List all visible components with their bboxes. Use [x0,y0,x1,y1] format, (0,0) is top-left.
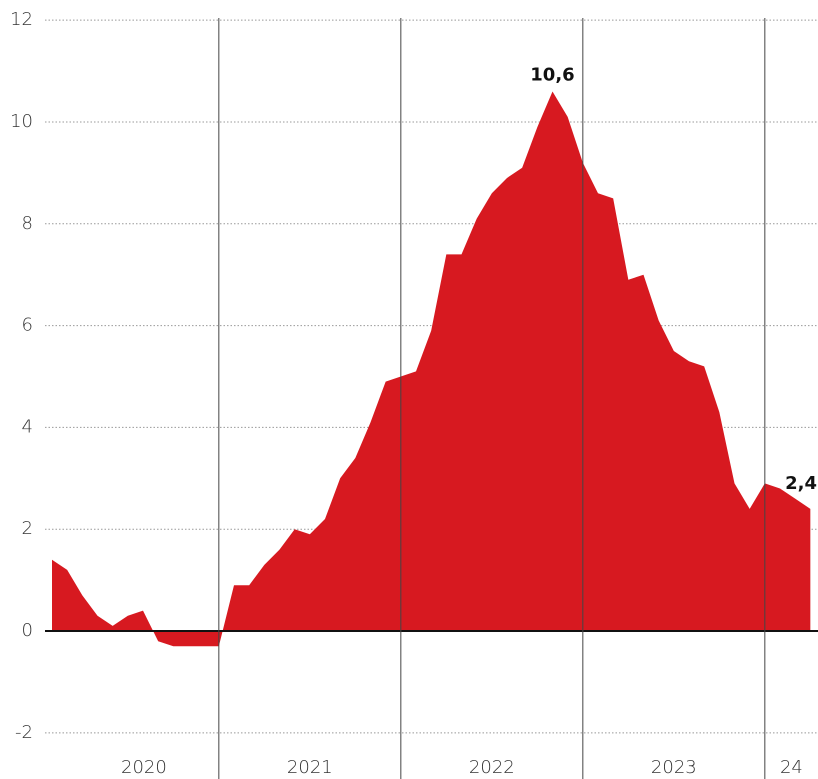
x-tick-label: 2020 [121,757,167,778]
value-label: 10,6 [530,64,574,85]
y-tick-label: 10 [10,111,33,132]
y-tick-label: 6 [22,315,33,336]
x-tick-label: 2023 [651,757,697,778]
y-tick-label: 8 [22,213,33,234]
x-tick-label: 24 [780,757,803,778]
x-tick-label: 2021 [287,757,333,778]
y-tick-label: 4 [22,416,33,437]
y-tick-label: 12 [10,9,33,30]
y-tick-label: -2 [15,722,33,743]
value-label: 2,4 [785,473,817,494]
y-tick-label: 0 [22,620,33,641]
y-tick-label: 2 [22,518,33,539]
x-tick-label: 2022 [469,757,515,778]
area [52,91,811,647]
